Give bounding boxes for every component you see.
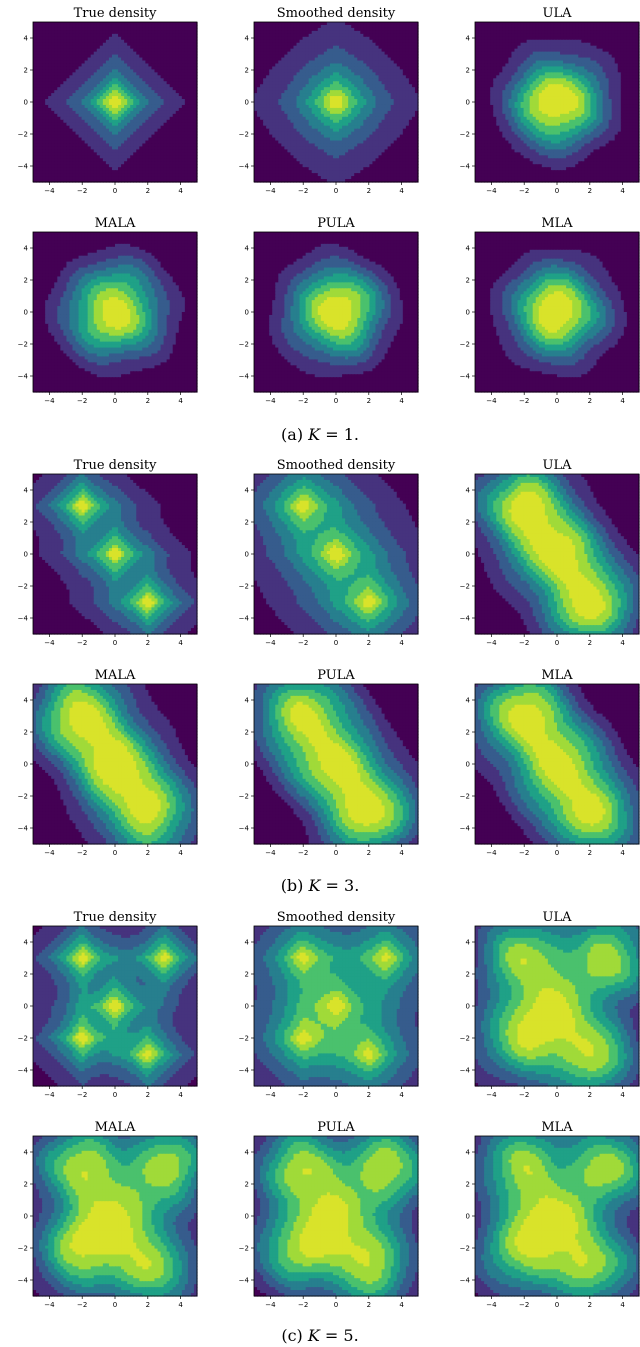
density-cells [33, 22, 198, 183]
